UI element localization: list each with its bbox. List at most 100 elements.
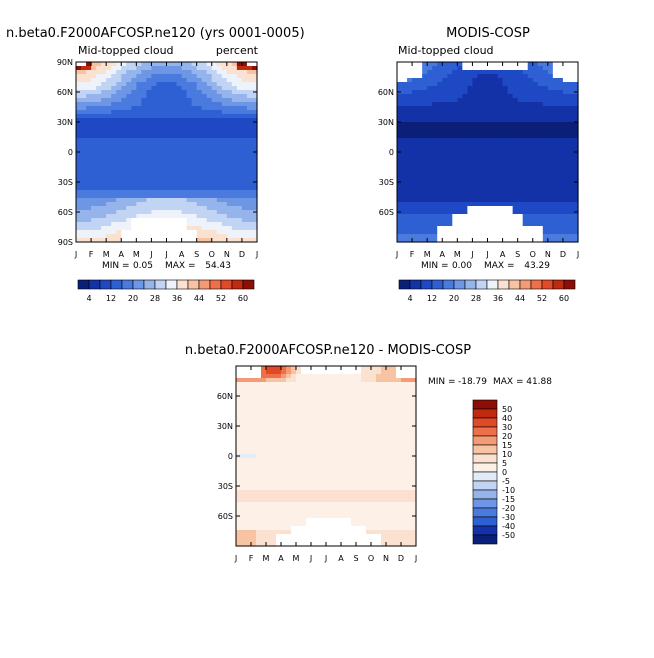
panel-diff-cell	[311, 366, 317, 371]
panel-obs-cell	[477, 110, 483, 115]
panel-obs-cell	[558, 174, 564, 179]
panel-obs-cell	[503, 154, 509, 159]
panel-obs-cell	[548, 170, 554, 175]
panel-model-cell	[91, 86, 97, 91]
panel-diff-cell	[306, 442, 312, 447]
panel-model-cell	[116, 170, 122, 175]
panel-model-cell	[111, 222, 117, 227]
panel-diff-cell	[341, 466, 347, 471]
panel-diff-cell	[271, 486, 277, 491]
panel-diff-cell	[406, 398, 412, 403]
panel-obs-cell	[548, 186, 554, 191]
panel-diff-cell	[401, 438, 407, 443]
panel-diff-cell	[361, 530, 367, 535]
panel-model-x-tick-label: A	[119, 250, 125, 259]
panel-obs-cell	[488, 210, 494, 215]
panel-obs-cell	[477, 90, 483, 95]
panel-diff-cell	[256, 478, 262, 483]
panel-obs-cell	[523, 150, 529, 155]
panel-diff-cell	[326, 494, 332, 499]
panel-diff-cell	[301, 386, 307, 391]
panel-diff-cell	[331, 478, 337, 483]
panel-model-cell	[232, 158, 238, 163]
panel-diff-cell	[321, 538, 327, 543]
panel-diff-cell	[266, 534, 272, 539]
panel-obs-cell	[503, 198, 509, 203]
panel-obs-cell	[447, 130, 453, 135]
panel-diff-cell	[376, 454, 382, 459]
panel-model-cell	[177, 110, 183, 115]
panel-diff-cell	[326, 430, 332, 435]
panel-obs-cell	[548, 226, 554, 231]
panel-obs-cell	[422, 194, 428, 199]
panel-diff-cell	[391, 454, 397, 459]
panel-obs-cell	[432, 134, 438, 139]
panel-obs-cell	[488, 206, 494, 211]
panel-obs-cell	[397, 170, 403, 175]
panel-model-cell	[151, 150, 157, 155]
panel-model-cell	[197, 234, 203, 239]
panel-model-cell	[172, 114, 178, 119]
panel-obs-cell	[518, 126, 524, 131]
panel-model-cell	[247, 154, 253, 159]
panel-obs-cell	[457, 226, 463, 231]
panel-model-cell	[141, 218, 147, 223]
panel-model-cell	[126, 78, 132, 83]
panel-model-cell	[141, 102, 147, 107]
panel-diff-cell	[401, 378, 407, 383]
panel-obs-cell	[568, 102, 574, 107]
panel-diff-cell	[396, 370, 402, 375]
panel-obs-cell	[442, 182, 448, 187]
panel-model-colorbar-swatch	[100, 280, 111, 289]
panel-diff-cell	[366, 494, 372, 499]
panel-model-cell	[167, 154, 173, 159]
panel-obs-cell	[548, 70, 554, 75]
panel-model-cell	[111, 102, 117, 107]
panel-diff-cell	[286, 486, 292, 491]
panel-diff-cell	[311, 418, 317, 423]
panel-model-cell	[111, 158, 117, 163]
panel-model-cell	[172, 78, 178, 83]
panel-diff-cell	[241, 530, 247, 535]
panel-diff-cell	[291, 398, 297, 403]
panel-diff-cell	[296, 438, 302, 443]
panel-model-cell	[247, 218, 253, 223]
panel-model-cell	[121, 66, 127, 71]
panel-model-cell	[161, 190, 167, 195]
panel-obs-cell	[503, 82, 509, 87]
panel-model-cell	[217, 114, 223, 119]
panel-diff-cell	[321, 386, 327, 391]
panel-obs-cell	[538, 134, 544, 139]
panel-model-cell	[136, 198, 142, 203]
panel-model-cell	[76, 234, 82, 239]
panel-model-cell	[116, 138, 122, 143]
panel-diff-cell	[351, 418, 357, 423]
panel-model-cell	[212, 130, 218, 135]
panel-model-cell	[202, 234, 208, 239]
panel-diff-cell	[291, 406, 297, 411]
panel-obs-cell	[437, 90, 443, 95]
panel-model-cell	[106, 134, 112, 139]
panel-diff-cell	[391, 382, 397, 387]
panel-diff-cell	[371, 390, 377, 395]
panel-diff-cell	[261, 374, 267, 379]
panel-model-cell	[217, 82, 223, 87]
panel-model-cell	[131, 174, 137, 179]
panel-obs-cell	[412, 230, 418, 235]
panel-obs-cell	[513, 202, 519, 207]
panel-obs-cell	[457, 74, 463, 79]
panel-model-cell	[217, 130, 223, 135]
panel-obs-cell	[422, 202, 428, 207]
panel-obs-cell	[568, 118, 574, 123]
panel-model-cell	[222, 154, 228, 159]
panel-model-cell	[161, 198, 167, 203]
panel-model-cell	[156, 174, 162, 179]
panel-diff-cell	[236, 466, 242, 471]
panel-diff-cell	[301, 390, 307, 395]
panel-model-cell	[192, 106, 198, 111]
panel-model-cell	[212, 218, 218, 223]
panel-model-cell	[81, 194, 87, 199]
panel-model-cell	[151, 114, 157, 119]
panel-model-cell	[131, 122, 137, 127]
panel-diff-cell	[266, 438, 272, 443]
